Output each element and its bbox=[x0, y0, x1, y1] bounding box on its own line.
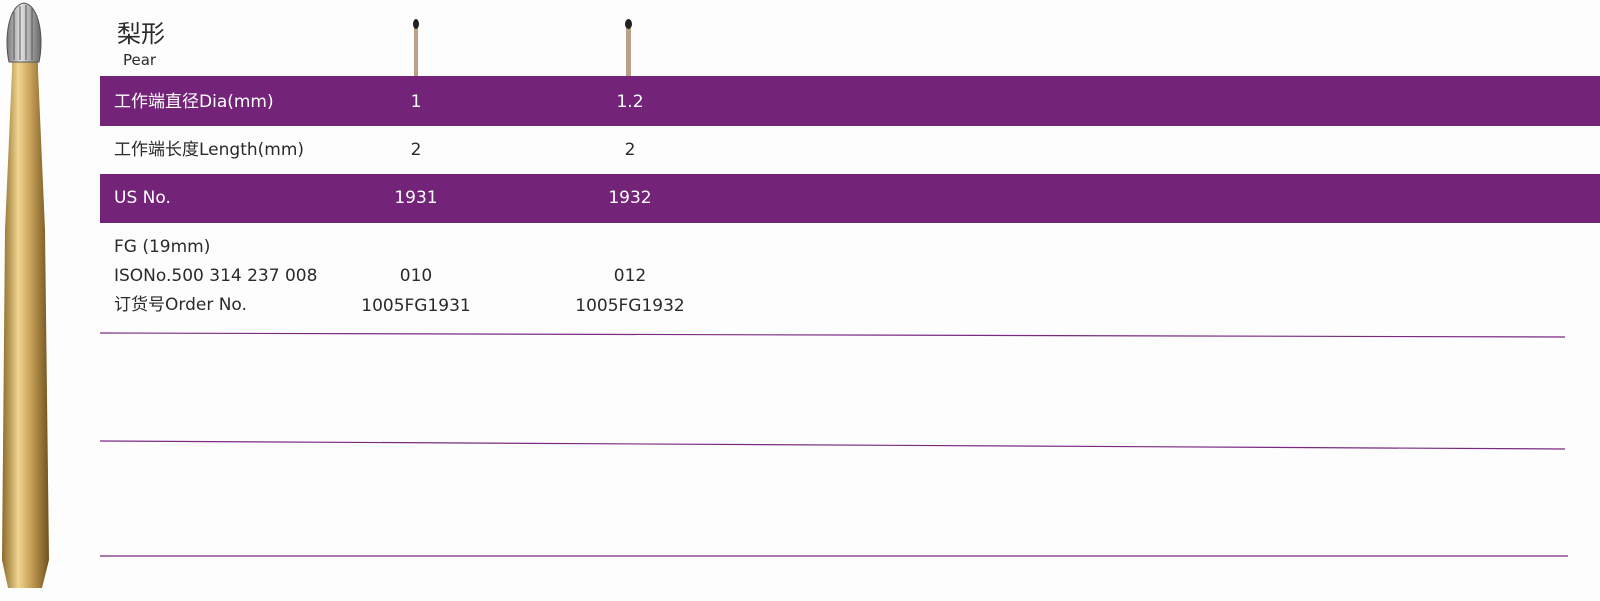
title: 梨形 bbox=[117, 20, 165, 48]
divider bbox=[99, 440, 1566, 450]
cell: 1005FG1931 bbox=[361, 296, 471, 316]
row-label: US No. bbox=[114, 188, 171, 208]
subtitle: Pear bbox=[123, 51, 157, 69]
row-label: 工作端直径Dia(mm) bbox=[114, 92, 274, 112]
fg-label: FG (19mm) bbox=[114, 237, 211, 257]
cell: 1005FG1932 bbox=[575, 296, 685, 316]
cell: 1 bbox=[410, 92, 422, 112]
cell: 2 bbox=[410, 140, 422, 160]
cell: 1931 bbox=[394, 188, 438, 208]
row-band bbox=[100, 174, 1600, 223]
cell: 2 bbox=[624, 140, 636, 160]
bur-small-1 bbox=[413, 19, 419, 76]
row-band bbox=[100, 76, 1600, 126]
iso-label: ISONo.500 314 237 008 bbox=[114, 266, 318, 286]
order-label: 订货号Order No. bbox=[114, 295, 247, 315]
bur-large bbox=[2, 2, 49, 588]
cell: 1.2 bbox=[616, 92, 644, 112]
cell: 010 bbox=[399, 266, 433, 286]
row-label: 工作端长度Length(mm) bbox=[114, 140, 305, 160]
bur-small-2 bbox=[625, 19, 632, 76]
cell: 012 bbox=[613, 266, 647, 286]
cell: 1932 bbox=[608, 188, 652, 208]
divider bbox=[99, 332, 1566, 338]
